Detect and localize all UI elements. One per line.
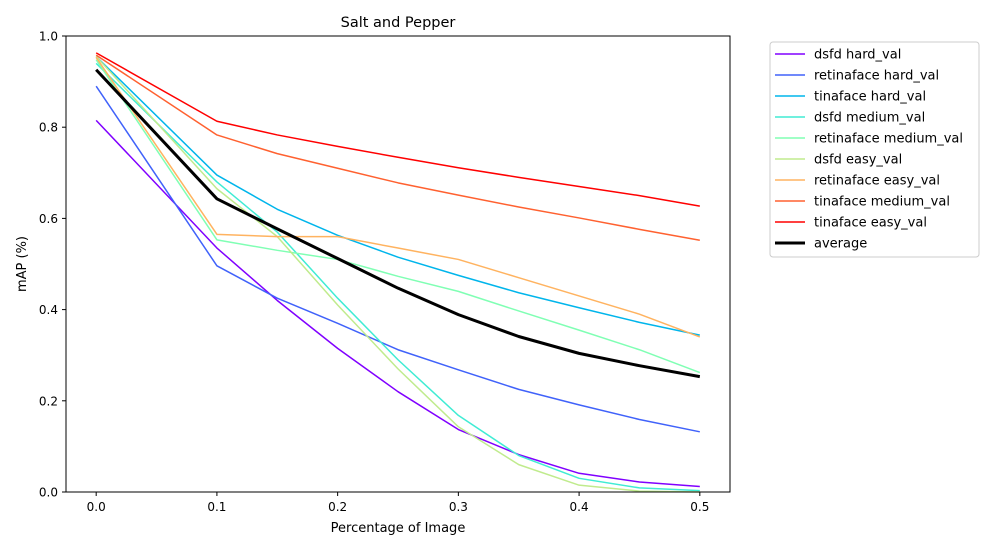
legend-label: retinaface medium_val: [814, 132, 963, 147]
x-axis-label: Percentage of Image: [331, 521, 466, 536]
series-line-retinaface-medium-val: [95, 59, 701, 374]
series-line-average: [95, 68, 701, 379]
legend-label: tinaface hard_val: [814, 90, 926, 105]
legend: dsfd hard_val retinaface hard_val tinaface…: [769, 41, 980, 258]
y-tick-label: 0.2: [39, 394, 58, 408]
y-tick-label: 0.4: [39, 303, 58, 317]
x-tick-label: 0.2: [328, 500, 347, 514]
chart-title: Salt and Pepper: [341, 15, 456, 31]
legend-label: tinaface easy_val: [814, 216, 927, 231]
y-tick-label: 0.0: [39, 486, 58, 500]
plot-area: [95, 52, 701, 493]
series-line-dsfd-hard-val: [95, 119, 700, 488]
series-line-tinaface-hard-val: [95, 55, 700, 336]
series-line-retinaface-easy-val: [95, 57, 701, 338]
legend-label: dsfd hard_val: [814, 48, 901, 63]
y-tick-label: 0.6: [39, 212, 58, 226]
x-tick-label: 0.0: [87, 500, 106, 514]
legend-frame: [769, 41, 980, 258]
series-line-retinaface-hard-val: [95, 85, 700, 433]
x-tick-label: 0.3: [449, 500, 468, 514]
x-tick-label: 0.5: [690, 500, 709, 514]
y-axis: 0.0 0.2 0.4 0.6 0.8 1.0: [39, 30, 66, 500]
y-tick-label: 1.0: [39, 30, 58, 44]
y-tick-label: 0.8: [39, 121, 58, 135]
series-line-tinaface-easy-val: [95, 52, 700, 207]
series-line-dsfd-medium-val: [95, 62, 700, 492]
series-line-dsfd-easy-val: [95, 56, 700, 493]
legend-label: tinaface medium_val: [814, 195, 950, 210]
legend-label: average: [814, 237, 867, 252]
legend-label: dsfd medium_val: [814, 111, 925, 126]
x-tick-label: 0.4: [570, 500, 589, 514]
legend-label: retinaface easy_val: [814, 174, 940, 189]
legend-label: retinaface hard_val: [814, 69, 939, 84]
y-axis-label: mAP (%): [15, 236, 30, 292]
legend-label: dsfd easy_val: [814, 153, 902, 168]
x-tick-label: 0.1: [207, 500, 226, 514]
x-axis: 0.0 0.1 0.2 0.3 0.4 0.5: [87, 492, 709, 514]
series-line-tinaface-medium-val: [95, 54, 700, 242]
axes-frame: [65, 35, 731, 493]
